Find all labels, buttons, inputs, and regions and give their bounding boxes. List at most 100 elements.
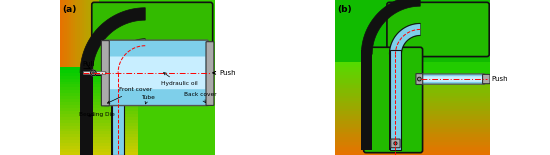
Bar <box>335 72 490 75</box>
Bar <box>86 0 89 155</box>
Bar <box>335 90 490 93</box>
Bar <box>335 59 490 62</box>
Polygon shape <box>111 39 145 73</box>
Bar <box>82 0 84 155</box>
Text: Push: Push <box>213 70 236 76</box>
Bar <box>390 50 401 150</box>
Bar <box>123 0 125 155</box>
Polygon shape <box>112 40 145 73</box>
Bar <box>141 0 143 155</box>
Bar <box>335 127 490 129</box>
Bar <box>114 0 117 155</box>
Bar <box>93 0 95 155</box>
Bar <box>60 123 145 126</box>
Bar <box>60 102 145 105</box>
Bar <box>111 73 125 155</box>
Bar <box>335 57 490 59</box>
Circle shape <box>417 77 421 81</box>
Bar <box>128 0 130 155</box>
Bar <box>335 83 490 85</box>
Bar <box>60 137 145 140</box>
Bar <box>335 93 490 96</box>
Bar <box>95 0 97 155</box>
Bar <box>397 0 490 78</box>
Bar <box>102 0 104 155</box>
Bar <box>335 121 490 124</box>
Bar <box>335 132 490 134</box>
Bar <box>335 80 490 83</box>
Bar <box>106 0 108 155</box>
FancyBboxPatch shape <box>206 42 214 105</box>
Bar <box>335 134 490 137</box>
Bar <box>60 70 145 155</box>
Bar <box>335 142 490 145</box>
Bar <box>80 73 92 155</box>
Bar <box>335 96 490 98</box>
Bar <box>125 0 128 155</box>
Bar <box>335 101 490 103</box>
Bar <box>60 99 145 102</box>
Bar <box>89 0 91 155</box>
Bar <box>60 84 145 87</box>
Bar <box>361 50 372 150</box>
Bar <box>60 105 145 108</box>
Bar <box>130 0 132 155</box>
Bar <box>60 90 145 93</box>
Text: Back cover: Back cover <box>184 92 217 102</box>
Bar <box>60 70 145 73</box>
Bar <box>75 0 78 155</box>
Bar <box>335 147 490 150</box>
Bar <box>335 78 490 80</box>
Bar <box>390 50 401 150</box>
FancyBboxPatch shape <box>107 56 205 89</box>
Bar <box>69 0 71 155</box>
Bar <box>335 54 490 57</box>
Bar <box>84 0 86 155</box>
FancyBboxPatch shape <box>420 74 485 84</box>
Bar <box>60 143 145 146</box>
Bar <box>335 52 490 54</box>
Bar <box>60 128 145 131</box>
Bar <box>335 65 490 67</box>
Bar <box>143 0 145 155</box>
Bar <box>60 149 145 152</box>
Text: Hydraulic oil: Hydraulic oil <box>161 73 197 86</box>
Bar <box>132 0 134 155</box>
Bar <box>335 111 490 114</box>
Bar <box>60 152 145 155</box>
Bar <box>60 134 145 137</box>
Bar <box>335 75 490 78</box>
Bar <box>103 72 107 74</box>
Bar <box>134 0 136 155</box>
Bar <box>145 0 147 155</box>
FancyBboxPatch shape <box>92 2 213 75</box>
Bar <box>67 0 69 155</box>
Bar <box>60 87 145 90</box>
Bar <box>335 70 490 72</box>
Bar <box>335 98 490 101</box>
Bar <box>335 129 490 132</box>
Circle shape <box>92 72 94 74</box>
Bar <box>389 50 402 150</box>
Polygon shape <box>389 23 420 54</box>
Text: (a): (a) <box>62 5 76 14</box>
Bar <box>335 114 490 116</box>
Bar <box>335 140 490 142</box>
Bar <box>335 137 490 140</box>
Circle shape <box>91 70 96 76</box>
Bar <box>139 0 141 155</box>
Bar <box>335 152 490 155</box>
Bar <box>117 0 119 155</box>
Bar <box>60 117 145 120</box>
Polygon shape <box>80 8 145 73</box>
Bar <box>335 0 490 62</box>
Text: Front cover: Front cover <box>107 87 152 103</box>
Bar <box>335 119 490 121</box>
FancyBboxPatch shape <box>416 74 423 84</box>
Bar <box>91 0 93 155</box>
Bar <box>99 0 215 74</box>
Bar <box>83 71 105 74</box>
Bar <box>60 93 145 96</box>
Bar <box>145 94 210 106</box>
Bar <box>112 0 114 155</box>
